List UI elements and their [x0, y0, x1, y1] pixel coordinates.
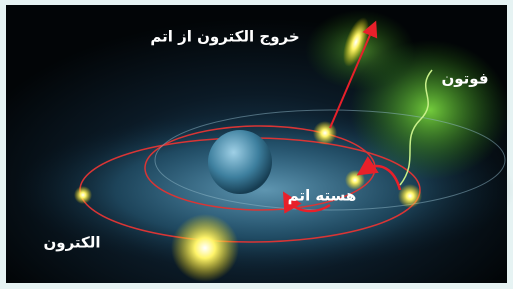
- electron: [171, 214, 239, 282]
- label-electron: الکترون: [43, 234, 100, 252]
- electron: [313, 121, 337, 145]
- nucleus: [208, 130, 272, 194]
- label-electron-exit: خروج الکترون از اتم: [150, 28, 299, 46]
- electron: [398, 184, 422, 208]
- label-nucleus: هسته اتم: [288, 187, 357, 205]
- label-photon: فوتون: [441, 70, 488, 88]
- electron: [74, 186, 92, 204]
- atom-illustration: خروج الکترون از اتم فوتون هسته اتم الکتر…: [0, 0, 513, 289]
